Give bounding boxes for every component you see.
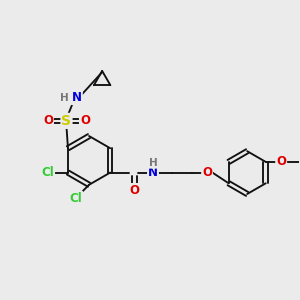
Text: S: S — [61, 114, 71, 128]
Text: Cl: Cl — [69, 192, 82, 205]
Text: H: H — [148, 158, 158, 168]
Text: O: O — [276, 155, 286, 168]
Text: N: N — [148, 166, 158, 179]
Text: Cl: Cl — [41, 166, 54, 179]
Text: H: H — [60, 93, 69, 103]
Text: O: O — [80, 114, 90, 128]
Text: O: O — [43, 114, 53, 128]
Text: O: O — [130, 184, 140, 197]
Text: O: O — [202, 166, 212, 179]
Text: N: N — [72, 91, 82, 104]
